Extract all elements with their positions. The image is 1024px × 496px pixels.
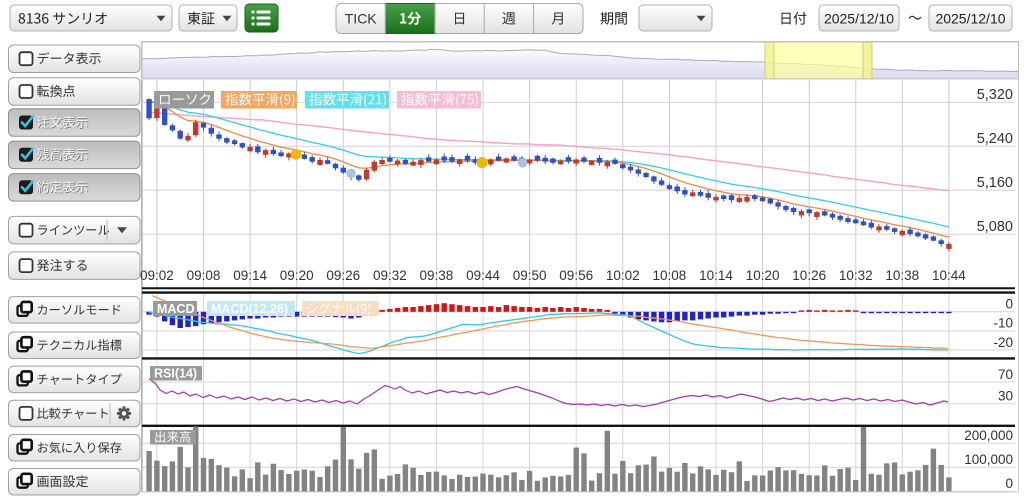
svg-text:10:26: 10:26 xyxy=(792,268,826,283)
svg-text:10:08: 10:08 xyxy=(653,268,687,283)
svg-text:09:26: 09:26 xyxy=(326,268,360,283)
svg-text:5,080: 5,080 xyxy=(977,219,1013,235)
svg-text:30: 30 xyxy=(998,389,1013,404)
svg-text:09:02: 09:02 xyxy=(140,268,174,283)
svg-text:09:20: 09:20 xyxy=(280,268,314,283)
svg-text:09:14: 09:14 xyxy=(233,268,267,283)
svg-text:09:08: 09:08 xyxy=(187,268,221,283)
svg-text:10:14: 10:14 xyxy=(699,268,733,283)
svg-text:5,240: 5,240 xyxy=(977,131,1013,147)
svg-text:MACD(12,26): MACD(12,26) xyxy=(211,302,288,316)
svg-text:09:50: 09:50 xyxy=(513,268,547,283)
svg-text:09:56: 09:56 xyxy=(559,268,593,283)
svg-text:5,320: 5,320 xyxy=(977,87,1013,103)
svg-text:10:32: 10:32 xyxy=(839,268,873,283)
svg-text:0: 0 xyxy=(1005,476,1013,491)
svg-text:09:38: 09:38 xyxy=(420,268,454,283)
svg-text:TICK: TICK xyxy=(345,11,378,27)
svg-text:2025/12/10: 2025/12/10 xyxy=(935,11,1005,27)
svg-text:200,000: 200,000 xyxy=(964,428,1013,443)
svg-text:10:44: 10:44 xyxy=(932,268,966,283)
svg-text:2025/12/10: 2025/12/10 xyxy=(824,11,894,27)
svg-text:0: 0 xyxy=(1005,297,1013,312)
svg-text:RSI(14): RSI(14) xyxy=(154,367,197,381)
svg-text:-20: -20 xyxy=(993,335,1013,350)
svg-text:5,160: 5,160 xyxy=(977,175,1013,191)
svg-text:MACD: MACD xyxy=(157,302,195,316)
svg-text:70: 70 xyxy=(998,367,1013,382)
svg-text:-10: -10 xyxy=(993,316,1013,331)
svg-text:10:20: 10:20 xyxy=(746,268,780,283)
svg-text:09:32: 09:32 xyxy=(373,268,407,283)
svg-text:10:02: 10:02 xyxy=(606,268,640,283)
svg-text:09:44: 09:44 xyxy=(466,268,500,283)
svg-text:10:38: 10:38 xyxy=(885,268,919,283)
svg-text:100,000: 100,000 xyxy=(964,452,1013,467)
